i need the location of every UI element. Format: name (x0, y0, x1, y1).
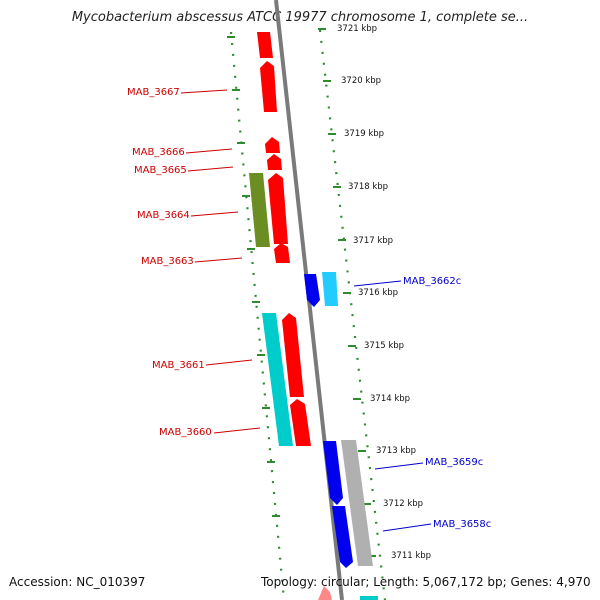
gene-label-MAB_3662c[interactable]: MAB_3662c (403, 276, 461, 287)
gene-MAB_3662c-b[interactable] (322, 272, 338, 306)
gene-label-MAB_3661[interactable]: MAB_3661 (152, 360, 205, 371)
gene-MAB_3662c[interactable] (304, 274, 320, 307)
kbp-label: 3717 kbp (353, 236, 393, 246)
kbp-label: 3715 kbp (364, 341, 404, 351)
forward-genes (257, 32, 332, 600)
kbp-label: 3719 kbp (344, 129, 384, 139)
gene-MAB_3660[interactable] (290, 399, 311, 446)
gene-MAB_3666[interactable] (265, 137, 280, 153)
gene-label-MAB_3658c[interactable]: MAB_3658c (433, 519, 491, 530)
kbp-label: 3721 kbp (337, 24, 377, 34)
map-title: Mycobacterium abscessus ATCC 19977 chrom… (71, 10, 529, 25)
gene-label-MAB_3663[interactable]: MAB_3663 (141, 256, 194, 267)
gene-MAB_3661b[interactable] (282, 313, 304, 397)
gene-MAB_3659c[interactable] (323, 441, 343, 505)
gene-label-MAB_3659c[interactable]: MAB_3659c (425, 457, 483, 468)
gene-bottom-red[interactable] (318, 586, 332, 600)
kbp-label: 3718 kbp (348, 182, 388, 192)
gene-MAB_3661[interactable] (262, 313, 293, 446)
kbp-label: 3714 kbp (370, 394, 410, 404)
gene-bottom-cyan[interactable] (360, 596, 378, 600)
genome-summary: Topology: circular; Length: 5,067,172 bp… (261, 575, 591, 589)
accession-text: Accession: NC_010397 (9, 575, 146, 589)
gene-label-MAB_3660[interactable]: MAB_3660 (159, 427, 212, 438)
kbp-label: 3711 kbp (391, 551, 431, 561)
label-leaders (180, 89, 432, 532)
kbp-label: 3720 kbp (341, 76, 381, 86)
gene-MAB_3668[interactable] (257, 32, 273, 58)
kbp-label: 3713 kbp (376, 446, 416, 456)
outer-dotted-track (318, 29, 387, 600)
reverse-genes (304, 272, 378, 600)
gene-MAB_3667[interactable] (260, 61, 277, 112)
kbp-label: 3712 kbp (383, 499, 423, 509)
gene-MAB_3663[interactable] (274, 243, 290, 263)
gene-label-MAB_3667[interactable]: MAB_3667 (127, 87, 180, 98)
gene-label-MAB_3666[interactable]: MAB_3666 (132, 147, 185, 158)
inner-major-ticks (227, 36, 280, 517)
gene-label-MAB_3665[interactable]: MAB_3665 (134, 165, 187, 176)
gene-MAB_3664[interactable] (249, 173, 270, 247)
gene-MAB_3665[interactable] (267, 154, 282, 170)
gene-gray[interactable] (341, 440, 373, 566)
outer-major-ticks (318, 28, 376, 557)
kbp-label: 3716 kbp (358, 288, 398, 298)
gene-label-MAB_3664[interactable]: MAB_3664 (137, 210, 190, 221)
gene-MAB_3658c[interactable] (332, 506, 353, 568)
gene-MAB_3664b[interactable] (268, 173, 288, 244)
